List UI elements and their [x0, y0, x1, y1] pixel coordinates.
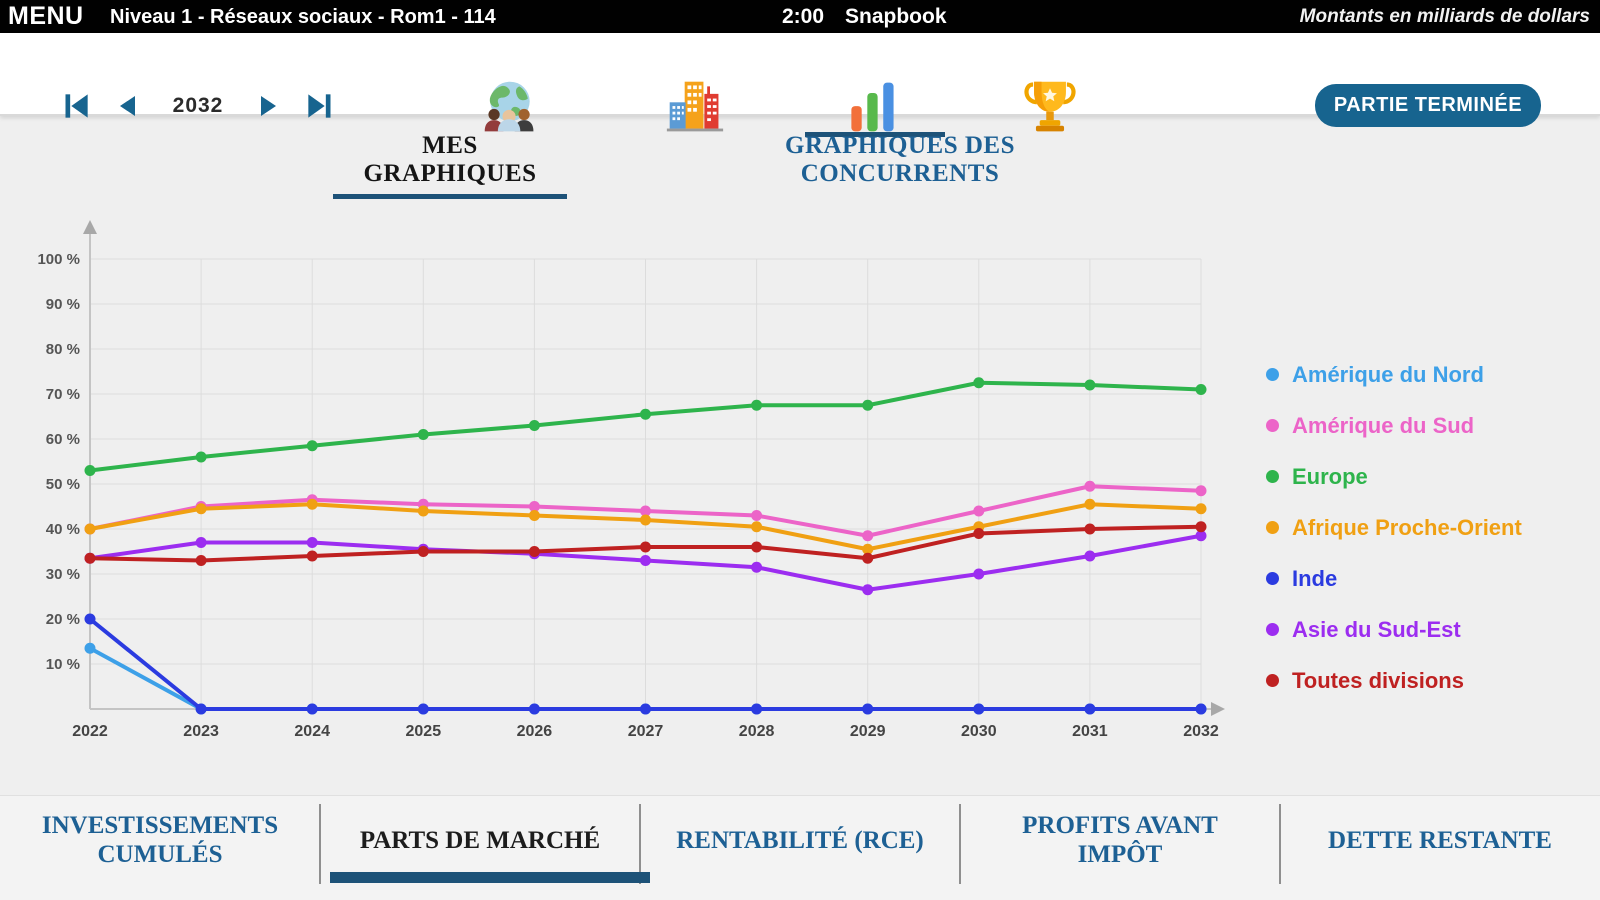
- legend-dot: [1266, 623, 1279, 636]
- legend-dot: [1266, 419, 1279, 432]
- tab-competitors-charts[interactable]: GRAPHIQUES DES CONCURRENTS: [785, 132, 1015, 187]
- tab-my-charts-label: MES GRAPHIQUES: [363, 132, 537, 187]
- bottom-tab-profits-avant-impot[interactable]: PROFITS AVANT IMPÔT: [1022, 812, 1218, 868]
- chart-legend: Amérique du Nord Amérique du Sud Europe Afr…: [1266, 362, 1596, 719]
- charts-icon[interactable]: [840, 77, 904, 137]
- series-europe: [84, 377, 1207, 476]
- svg-text:2027: 2027: [628, 723, 664, 740]
- legend-label: Afrique Proche-Orient: [1292, 514, 1522, 540]
- svg-text:2023: 2023: [183, 723, 219, 740]
- bottom-tab-bar: INVESTISSEMENTS CUMULÉS PARTS DE MARCHÉ …: [0, 795, 1600, 900]
- legend-item-asie-du-sud-est: Asie du Sud-Est: [1266, 617, 1596, 642]
- series-inde: [84, 613, 1207, 715]
- series-asie-du-sud-est: [84, 530, 1207, 596]
- svg-text:30 %: 30 %: [46, 566, 80, 583]
- company-buildings-icon[interactable]: [663, 77, 727, 137]
- market-share-line-chart: 10 % 20 % 30 % 40 % 50 % 60 % 70 % 80 % 90 % 100 …: [37, 220, 1225, 740]
- legend-label: Toutes divisions: [1292, 667, 1464, 693]
- series-toutes-divisions: [84, 521, 1207, 566]
- svg-text:2030: 2030: [961, 723, 997, 740]
- bottom-tab-dette-restante[interactable]: DETTE RESTANTE: [1328, 826, 1552, 854]
- svg-text:10 %: 10 %: [46, 656, 80, 673]
- svg-text:2029: 2029: [850, 723, 886, 740]
- year-navigation: 2032: [62, 83, 334, 129]
- game-over-button[interactable]: PARTIE TERMINÉE: [1315, 84, 1541, 127]
- svg-text:90 %: 90 %: [46, 296, 80, 313]
- first-year-icon[interactable]: [62, 92, 90, 120]
- legend-item-amerique-du-sud: Amérique du Sud: [1266, 413, 1596, 438]
- level-title: Niveau 1 - Réseaux sociaux - Rom1 - 114: [110, 6, 496, 28]
- svg-text:50 %: 50 %: [46, 476, 80, 493]
- bottom-tab-rentabilite-rce[interactable]: RENTABILITÉ (RCE): [676, 826, 924, 854]
- legend-item-toutes-divisions: Toutes divisions: [1266, 668, 1596, 693]
- company-name: Snapbook: [845, 5, 947, 28]
- next-year-icon[interactable]: [256, 94, 280, 118]
- toolbar: 2032: [0, 33, 1600, 137]
- bottom-tab-parts-de-marche[interactable]: PARTS DE MARCHÉ: [359, 826, 601, 854]
- legend-label: Asie du Sud-Est: [1292, 616, 1461, 642]
- svg-text:2032: 2032: [1183, 723, 1219, 740]
- trophy-objectives-icon[interactable]: [1018, 77, 1082, 137]
- svg-text:2025: 2025: [406, 723, 442, 740]
- svg-text:2024: 2024: [294, 723, 330, 740]
- legend-dot: [1266, 572, 1279, 585]
- legend-dot: [1266, 368, 1279, 381]
- tab-divider: [959, 804, 961, 884]
- menu-button[interactable]: MENU: [8, 2, 84, 30]
- legend-item-amerique-du-nord: Amérique du Nord: [1266, 362, 1596, 387]
- svg-text:2031: 2031: [1072, 723, 1108, 740]
- legend-label: Europe: [1292, 463, 1368, 489]
- svg-text:100 %: 100 %: [37, 251, 80, 268]
- svg-text:80 %: 80 %: [46, 341, 80, 358]
- legend-dot: [1266, 674, 1279, 687]
- legend-label: Amérique du Nord: [1292, 361, 1484, 387]
- legend-dot: [1266, 470, 1279, 483]
- tab-divider: [1279, 804, 1281, 884]
- tab-my-charts[interactable]: MES GRAPHIQUES: [333, 132, 567, 199]
- top-bar: MENU Niveau 1 - Réseaux sociaux - Rom1 -…: [0, 0, 1600, 33]
- last-year-icon[interactable]: [306, 92, 334, 120]
- legend-label: Inde: [1292, 565, 1338, 591]
- world-markets-icon[interactable]: [478, 77, 542, 137]
- tab-divider: [639, 804, 641, 884]
- bottom-tab-investissements-cumules[interactable]: INVESTISSEMENTS CUMULÉS: [41, 812, 279, 868]
- bottom-active-tab-indicator: [330, 872, 650, 883]
- active-section-indicator: [805, 132, 945, 137]
- tab-divider: [319, 804, 321, 884]
- legend-item-inde: Inde: [1266, 566, 1596, 591]
- series-amerique-du-sud: [84, 480, 1207, 542]
- legend-item-europe: Europe: [1266, 464, 1596, 489]
- series-afrique-proche-orient: [84, 498, 1207, 555]
- current-year: 2032: [172, 94, 224, 117]
- svg-text:20 %: 20 %: [46, 611, 80, 628]
- svg-text:2026: 2026: [517, 723, 553, 740]
- legend-item-afrique-proche-orient: Afrique Proche-Orient: [1266, 515, 1596, 540]
- svg-text:60 %: 60 %: [46, 431, 80, 448]
- legend-dot: [1266, 521, 1279, 534]
- legend-label: Amérique du Sud: [1292, 412, 1475, 438]
- svg-text:40 %: 40 %: [46, 521, 80, 538]
- previous-year-icon[interactable]: [116, 94, 140, 118]
- active-tab-indicator: [333, 194, 567, 199]
- units-note: Montants en milliards de dollars: [1299, 6, 1590, 27]
- svg-text:70 %: 70 %: [46, 386, 80, 403]
- svg-text:2028: 2028: [739, 723, 775, 740]
- timer-value: 2:00: [782, 5, 825, 28]
- svg-text:2022: 2022: [72, 723, 108, 740]
